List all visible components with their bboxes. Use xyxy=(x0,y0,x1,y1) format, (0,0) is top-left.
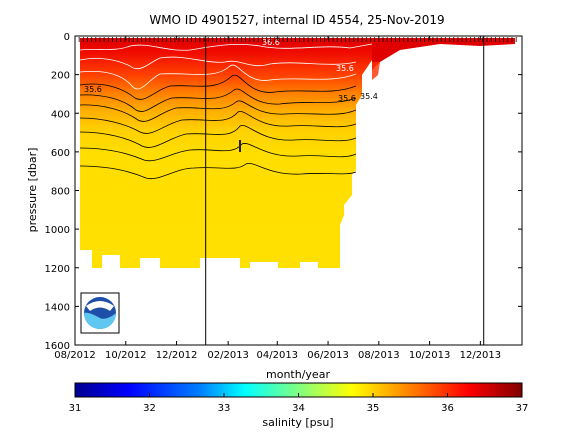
x-tick-label: 10/2012 xyxy=(105,350,147,361)
colorbar-tick-label: 31 xyxy=(69,403,82,414)
colorbar-label: salinity [psu] xyxy=(262,416,333,429)
y-tick-label: 0 xyxy=(64,32,70,43)
x-tick-label: 04/2013 xyxy=(257,350,299,361)
salinity-field: 35.6 35.6 35.4 36.6 35.6 xyxy=(74,37,517,268)
y-tick-label: 800 xyxy=(51,187,70,198)
y-tick-label: 1600 xyxy=(45,341,70,352)
colorbar-tick-label: 34 xyxy=(292,403,305,414)
surface-strip-fade xyxy=(372,62,380,80)
x-tick-label: 10/2013 xyxy=(409,350,451,361)
y-axis-label: pressure [dbar] xyxy=(26,148,39,233)
y-tick-label: 1000 xyxy=(45,225,70,236)
x-tick-label: 12/2012 xyxy=(156,350,198,361)
x-tick-label: 02/2013 xyxy=(207,350,249,361)
noaa-logo-icon: NOAA xyxy=(80,292,120,334)
contour-label: 35.6 xyxy=(336,64,354,73)
logo-text: NOAA xyxy=(93,302,108,308)
colorbar-ticks: 31 32 33 34 35 36 37 xyxy=(69,393,529,414)
x-tick-label: 06/2013 xyxy=(307,350,349,361)
y-tick-label: 200 xyxy=(51,71,70,82)
profile-ticks xyxy=(74,37,517,42)
contour-label: 35.6 xyxy=(84,85,102,94)
y-tick-label: 400 xyxy=(51,109,70,120)
x-axis: 08/2012 10/2012 12/2012 02/2013 04/2013 06/20… xyxy=(54,36,501,361)
contours-white xyxy=(79,43,373,90)
contour-label: 35.4 xyxy=(360,92,378,101)
x-tick-label: 08/2012 xyxy=(54,350,96,361)
data-artifact xyxy=(239,140,241,152)
contours-black xyxy=(79,74,357,180)
y-tick-label: 600 xyxy=(51,148,70,159)
colorbar-tick-label: 35 xyxy=(367,403,380,414)
reference-lines xyxy=(205,36,485,345)
surface-strip xyxy=(372,38,515,70)
y-tick-label: 1200 xyxy=(45,264,70,275)
y-axis: 0 200 400 600 800 1000 1200 1400 1600 xyxy=(45,32,522,352)
chart-title: WMO ID 4901527, internal ID 4554, 25-Nov… xyxy=(149,13,444,27)
salinity-area xyxy=(80,38,372,268)
colorbar-tick-label: 33 xyxy=(218,403,231,414)
contour-labels: 35.6 35.6 35.4 36.6 35.6 xyxy=(84,38,378,103)
x-tick-label: 08/2013 xyxy=(358,350,400,361)
colorbar-tick-label: 32 xyxy=(143,403,156,414)
contour-label: 36.6 xyxy=(262,38,280,47)
y-tick-label: 1400 xyxy=(45,302,70,313)
x-axis-label: month/year xyxy=(266,368,330,381)
colorbar-tick-label: 36 xyxy=(441,403,454,414)
colorbar-tick-label: 37 xyxy=(516,403,529,414)
x-tick-label: 12/2013 xyxy=(460,350,502,361)
contour-label: 35.6 xyxy=(338,94,356,103)
